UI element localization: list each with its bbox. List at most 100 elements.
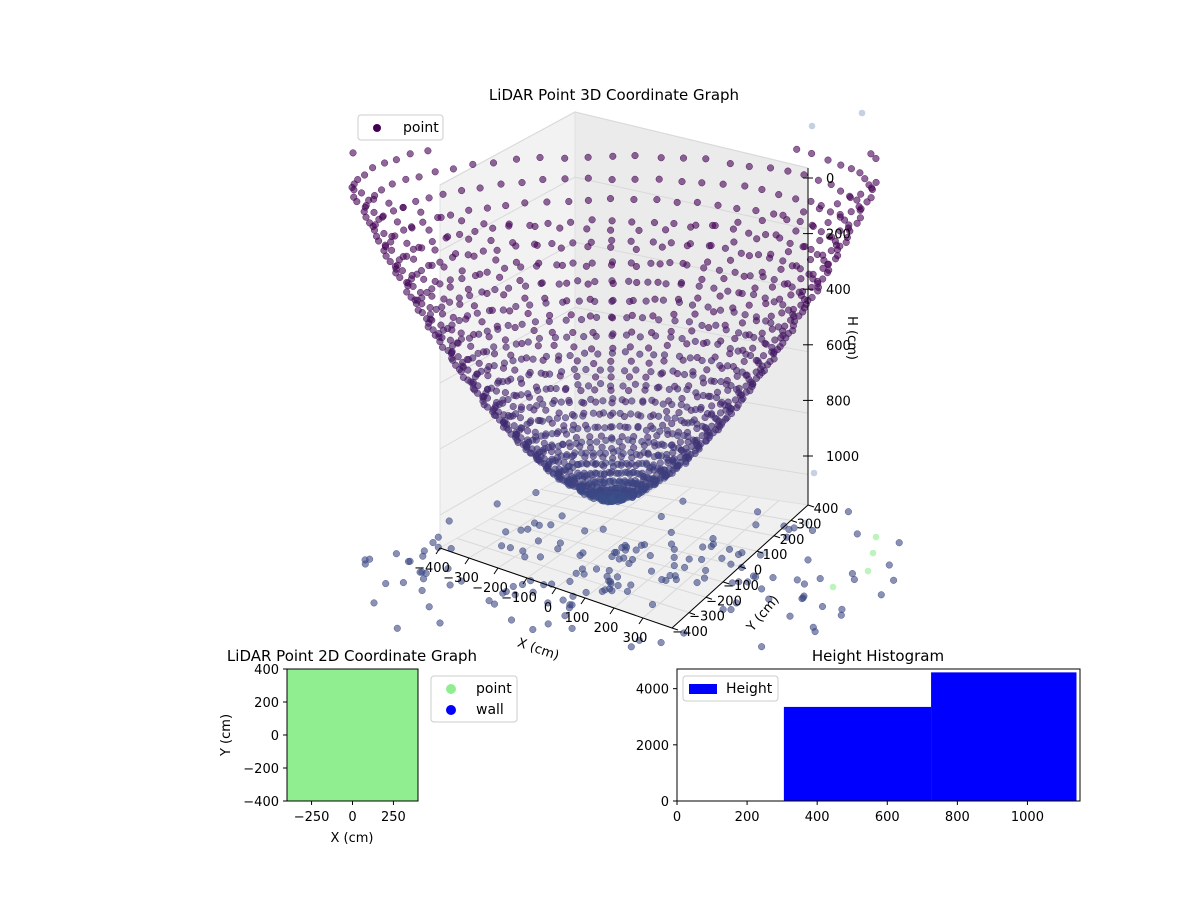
- point: [702, 155, 710, 163]
- point: [730, 308, 738, 316]
- point: [664, 430, 672, 438]
- point: [492, 387, 500, 395]
- x-tick-label: −400: [414, 561, 450, 576]
- point: [590, 360, 598, 368]
- point: [465, 356, 473, 364]
- point: [429, 539, 437, 547]
- point: [537, 279, 545, 288]
- point: [404, 557, 413, 566]
- point: [569, 259, 577, 267]
- point: [561, 414, 570, 422]
- point: [530, 326, 538, 335]
- point: [591, 423, 599, 431]
- point: [627, 410, 635, 418]
- point: [872, 178, 880, 186]
- point: [535, 334, 543, 342]
- point: [599, 397, 607, 405]
- point: [640, 441, 648, 449]
- point: [712, 394, 721, 402]
- point: [456, 300, 464, 308]
- point: [606, 469, 615, 477]
- point: [380, 229, 388, 238]
- point: [532, 489, 540, 497]
- point: [702, 566, 710, 574]
- point: [714, 340, 722, 348]
- point: [516, 276, 524, 285]
- point: [388, 246, 396, 254]
- x-tick-label-2d: 250: [381, 810, 406, 825]
- point: [671, 414, 679, 422]
- point: [632, 262, 640, 271]
- x-tick-label: 200: [594, 621, 619, 636]
- point: [867, 150, 875, 158]
- point: [583, 225, 591, 233]
- point: [438, 310, 447, 318]
- point: [555, 442, 563, 450]
- point: [680, 370, 689, 379]
- x-tick-label-hist: 200: [735, 810, 760, 825]
- point: [544, 219, 552, 227]
- point: [420, 275, 428, 283]
- point: [434, 543, 442, 551]
- point: [807, 245, 815, 253]
- point: [592, 332, 600, 340]
- point: [632, 461, 640, 470]
- point: [465, 206, 473, 214]
- point: [844, 508, 852, 516]
- point: [574, 277, 582, 285]
- point: [765, 595, 773, 603]
- point: [753, 235, 761, 243]
- point: [534, 342, 542, 350]
- point: [657, 639, 665, 647]
- point: [637, 541, 645, 549]
- point: [631, 380, 639, 388]
- x-tick-label-2d: 0: [348, 810, 356, 825]
- point: [669, 448, 677, 457]
- point: [670, 545, 678, 553]
- point: [512, 302, 520, 311]
- histogram-bars: [783, 672, 1077, 801]
- point: [474, 349, 482, 357]
- point: [780, 280, 788, 288]
- y-tick-label: 200: [780, 533, 805, 548]
- point: [802, 519, 810, 527]
- point: [465, 334, 474, 342]
- point: [647, 368, 655, 376]
- point: [823, 269, 831, 277]
- legend-3d: point: [357, 114, 444, 141]
- point: [562, 430, 571, 438]
- point: [499, 306, 507, 314]
- point: [409, 282, 417, 290]
- point: [538, 417, 546, 425]
- point: [704, 258, 712, 266]
- point: [406, 150, 414, 158]
- point: [733, 204, 741, 213]
- point: [725, 545, 734, 553]
- point: [837, 187, 845, 195]
- point: [569, 426, 577, 434]
- point: [446, 283, 454, 291]
- point: [555, 280, 563, 288]
- point: [609, 448, 618, 456]
- point: [869, 549, 877, 557]
- point: [445, 517, 453, 525]
- y-tick: [773, 535, 781, 539]
- point: [762, 300, 770, 308]
- point: [559, 298, 567, 306]
- point: [683, 385, 691, 394]
- y-tick: [722, 581, 730, 585]
- point: [589, 409, 597, 417]
- point: [575, 297, 583, 305]
- point: [531, 318, 539, 326]
- point: [792, 195, 800, 203]
- x-tick-label-hist: 400: [805, 810, 830, 825]
- point: [827, 247, 835, 255]
- point: [688, 301, 697, 309]
- point: [623, 314, 631, 322]
- legend-histogram-swatch: [689, 684, 717, 694]
- point: [475, 359, 483, 367]
- point: [484, 372, 492, 380]
- point: [608, 587, 616, 595]
- point: [385, 199, 393, 207]
- point: [614, 498, 622, 506]
